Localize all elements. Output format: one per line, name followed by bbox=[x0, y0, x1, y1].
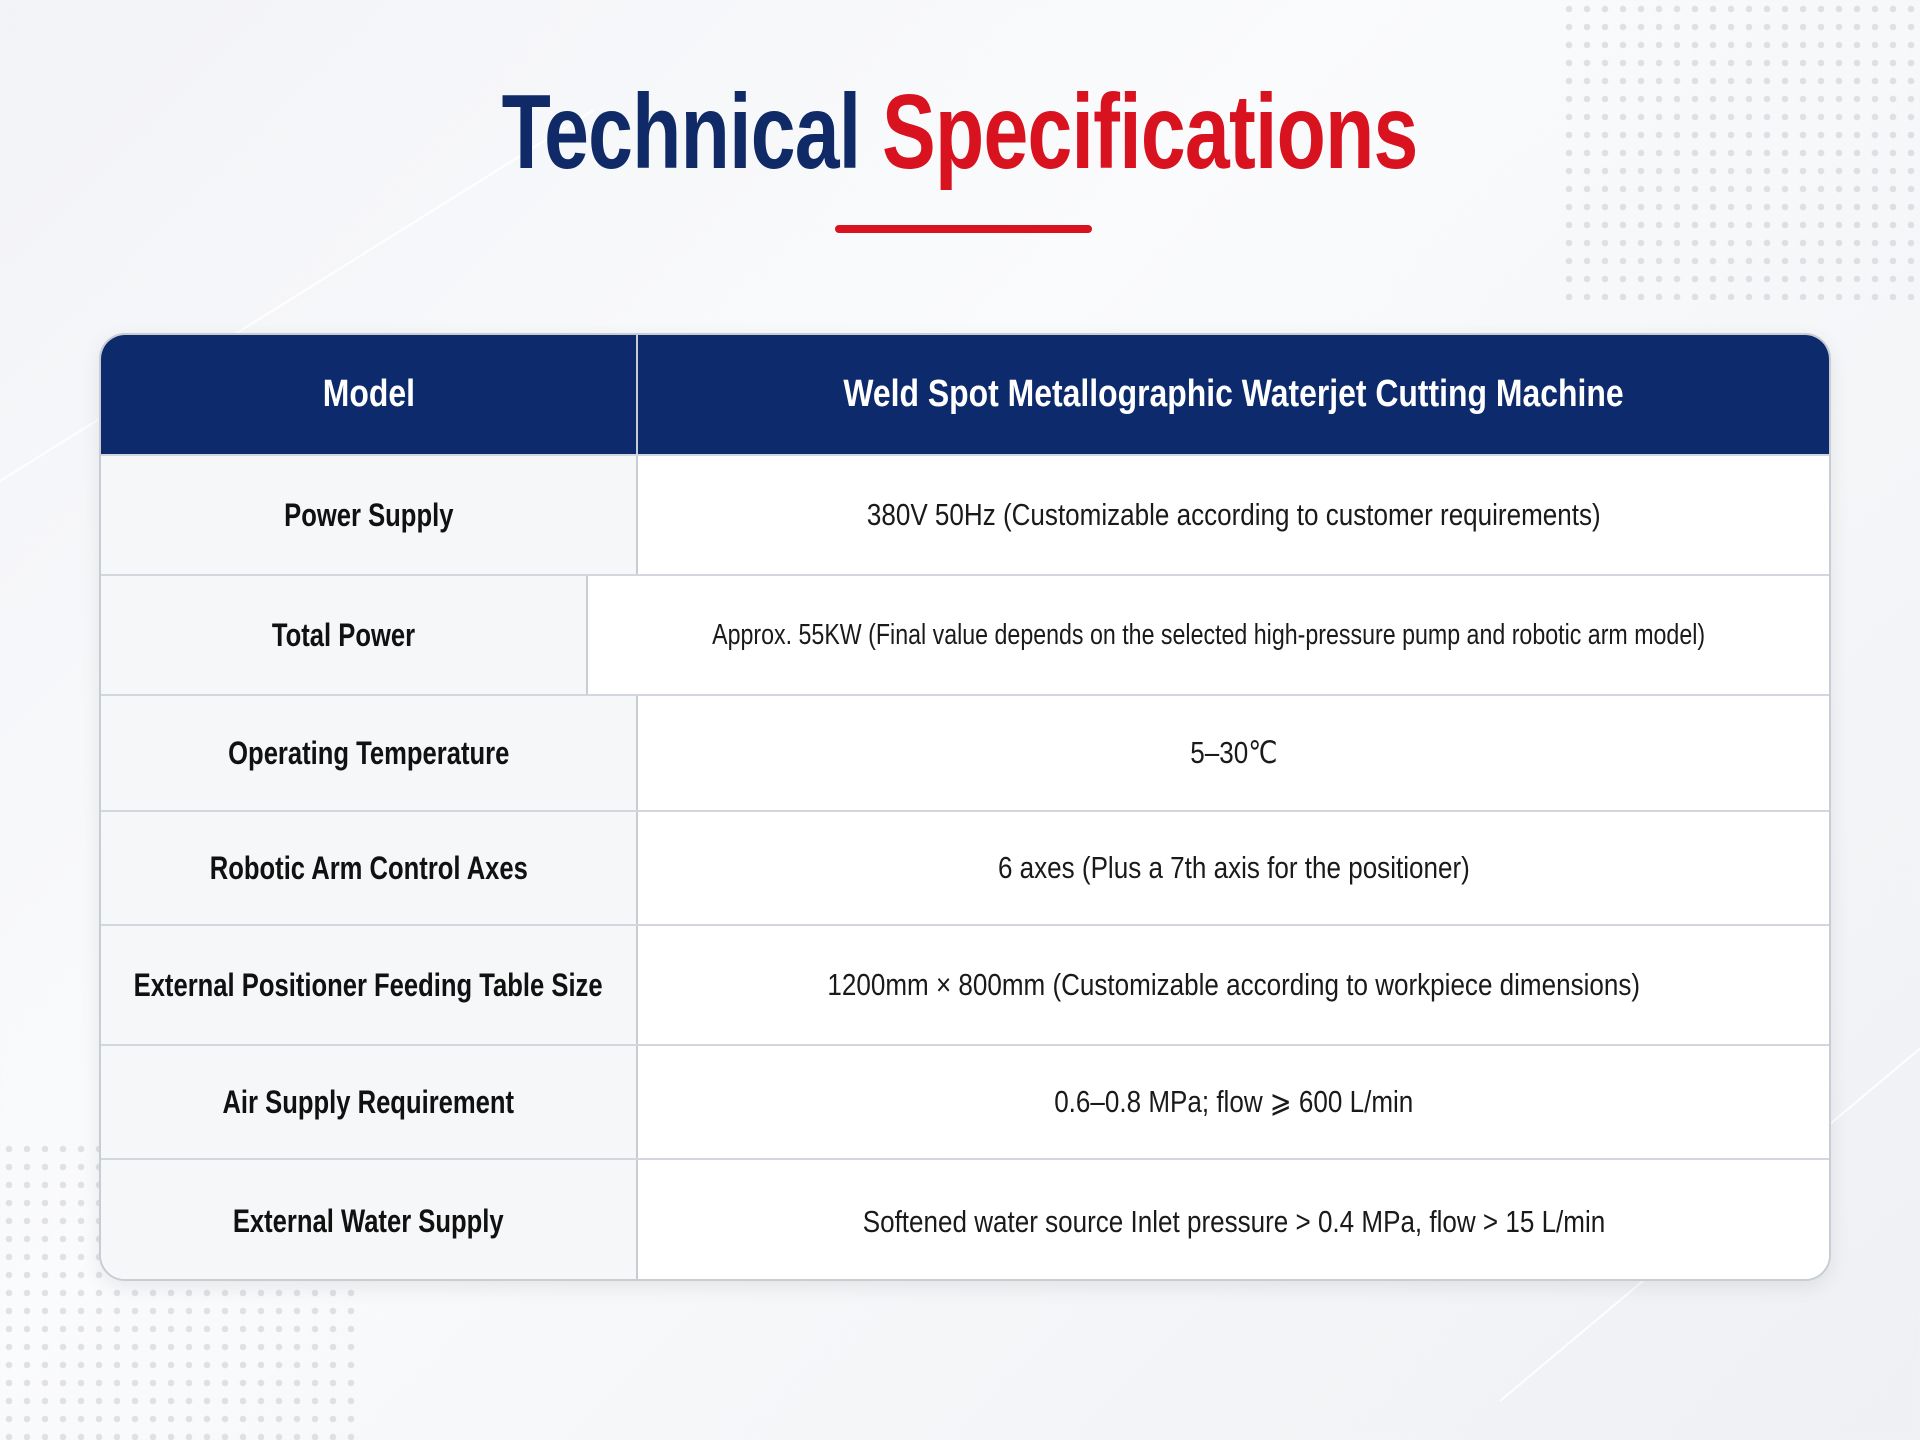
label-cell: Model bbox=[101, 335, 638, 454]
value-cell: 6 axes (Plus a 7th axis for the position… bbox=[638, 812, 1829, 924]
spec-row: Total Power Approx. 55KW (Final value dep… bbox=[101, 574, 1829, 694]
title-accent: Specifications bbox=[882, 73, 1418, 191]
label-cell: Power Supply bbox=[101, 456, 638, 574]
cell-text: Operating Temperature bbox=[227, 734, 510, 771]
spec-row: Power Supply 380V 50Hz (Customizable acco… bbox=[101, 454, 1829, 574]
label-cell: External Positioner Feeding Table Size bbox=[101, 926, 638, 1044]
title-primary: Technical bbox=[502, 73, 862, 191]
value-cell: 380V 50Hz (Customizable according to cus… bbox=[638, 456, 1829, 574]
label-cell: Operating Temperature bbox=[101, 696, 638, 810]
cell-text: Total Power bbox=[271, 616, 415, 653]
cell-text: 1200mm × 800mm (Customizable according t… bbox=[827, 967, 1640, 1002]
label-cell: Air Supply Requirement bbox=[101, 1046, 638, 1158]
spec-row: Operating Temperature 5–30℃ bbox=[101, 694, 1829, 810]
value-cell: 0.6–0.8 MPa; flow ⩾ 600 L/min bbox=[638, 1046, 1829, 1158]
label-cell: Robotic Arm Control Axes bbox=[101, 812, 638, 924]
value-cell: Approx. 55KW (Final value depends on the… bbox=[587, 576, 1829, 694]
cell-text: 0.6–0.8 MPa; flow ⩾ 600 L/min bbox=[1053, 1084, 1414, 1119]
header-row: Model Weld Spot Metallographic Waterjet C… bbox=[101, 335, 1829, 454]
title-underline bbox=[835, 225, 1092, 233]
cell-text: 6 axes (Plus a 7th axis for the position… bbox=[997, 850, 1470, 885]
decor-dots bbox=[1560, 0, 1920, 300]
title: Technical Specifications bbox=[0, 72, 1920, 193]
value-cell: Weld Spot Metallographic Waterjet Cuttin… bbox=[638, 335, 1829, 454]
spec-table: Model Weld Spot Metallographic Waterjet C… bbox=[99, 333, 1831, 1281]
spec-row: External Positioner Feeding Table Size 12… bbox=[101, 924, 1829, 1044]
spec-row: Robotic Arm Control Axes 6 axes (Plus a 7… bbox=[101, 810, 1829, 924]
value-cell: Softened water source Inlet pressure > 0… bbox=[638, 1160, 1829, 1279]
label-cell: Total Power bbox=[101, 576, 588, 694]
cell-text: Robotic Arm Control Axes bbox=[209, 849, 528, 886]
value-cell: 1200mm × 800mm (Customizable according t… bbox=[638, 926, 1829, 1044]
cell-text: 5–30℃ bbox=[1189, 735, 1278, 770]
cell-text: Air Supply Requirement bbox=[222, 1083, 515, 1120]
cell-text: Power Supply bbox=[283, 496, 454, 533]
cell-text: 380V 50Hz (Customizable according to cus… bbox=[866, 497, 1601, 532]
cell-text: Model bbox=[322, 373, 415, 415]
cell-text: Softened water source Inlet pressure > 0… bbox=[862, 1203, 1605, 1239]
cell-text: External Water Supply bbox=[233, 1203, 504, 1239]
spec-row: External Water Supply Softened water sour… bbox=[101, 1158, 1829, 1279]
value-cell: 5–30℃ bbox=[638, 696, 1829, 810]
cell-text: External Positioner Feeding Table Size bbox=[134, 966, 603, 1003]
spec-row: Air Supply Requirement 0.6–0.8 MPa; flow … bbox=[101, 1044, 1829, 1158]
cell-text: Approx. 55KW (Final value depends on the… bbox=[711, 618, 1705, 651]
label-cell: External Water Supply bbox=[101, 1160, 638, 1279]
cell-text: Weld Spot Metallographic Waterjet Cuttin… bbox=[843, 373, 1624, 415]
